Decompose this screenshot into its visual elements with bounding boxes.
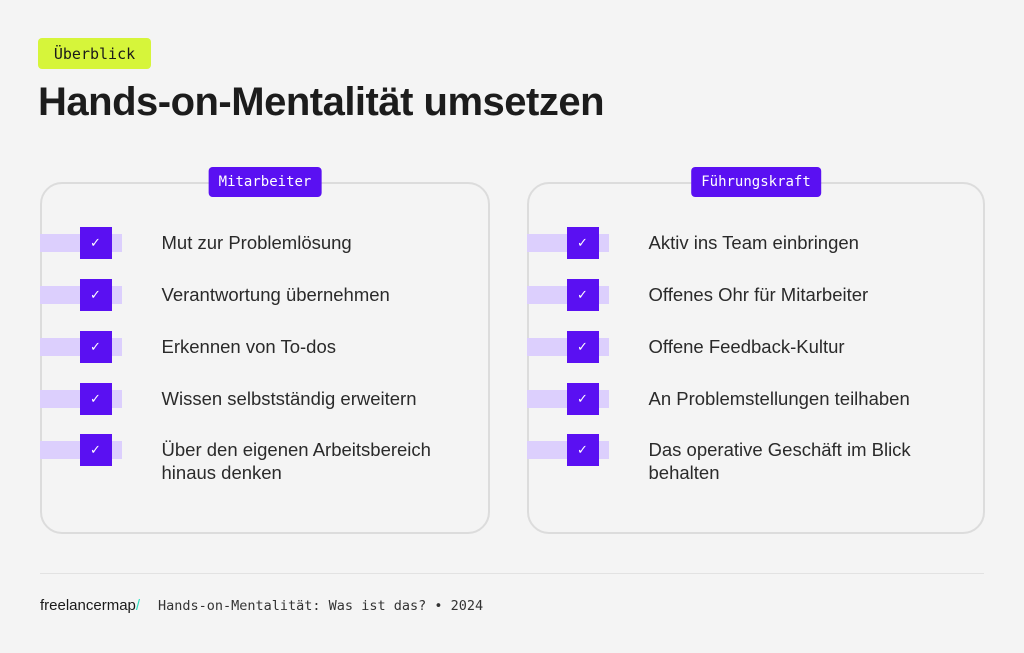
card-mitarbeiter: Mitarbeiter ✓ Mut zur Problemlösung ✓ Ve… bbox=[39, 167, 490, 534]
checkbox-checked-icon: ✓ bbox=[566, 433, 599, 466]
card-label: Mitarbeiter bbox=[208, 167, 322, 197]
page-title: Hands-on-Mentalität umsetzen bbox=[38, 80, 605, 124]
item-text: An Problemstellungen teilhaben bbox=[648, 387, 910, 409]
card-label: Führungskraft bbox=[691, 167, 821, 197]
overview-tag: Überblick bbox=[38, 38, 151, 69]
footer-caption: Hands-on-Mentalität: Was ist das? • 2024 bbox=[158, 598, 484, 614]
item-text: Wissen selbstständig erweitern bbox=[161, 387, 417, 409]
item-text: Erkennen von To-dos bbox=[161, 335, 337, 357]
card-fuehrungskraft: Führungskraft ✓ Aktiv ins Team einbringe… bbox=[526, 167, 985, 534]
logo-text: freelancermap bbox=[40, 597, 136, 614]
item-text: Über den eigenen Arbeitsbereich hinaus d… bbox=[161, 438, 431, 483]
checkbox-checked-icon: ✓ bbox=[79, 330, 112, 363]
item-text: Aktiv ins Team einbringen bbox=[648, 231, 859, 253]
item-text: Verantwortung übernehmen bbox=[161, 283, 390, 305]
checkbox-checked-icon: ✓ bbox=[566, 330, 599, 363]
checkbox-checked-icon: ✓ bbox=[79, 433, 112, 466]
logo-slash: / bbox=[135, 597, 141, 614]
checkbox-checked-icon: ✓ bbox=[566, 226, 599, 259]
item-text: Das operative Geschäft im Blick behalten bbox=[648, 438, 911, 483]
checkbox-checked-icon: ✓ bbox=[79, 226, 112, 259]
item-text: Offene Feedback-Kultur bbox=[648, 335, 845, 357]
checkbox-checked-icon: ✓ bbox=[566, 278, 599, 311]
item-text: Mut zur Problemlösung bbox=[161, 231, 352, 253]
checkbox-checked-icon: ✓ bbox=[566, 382, 599, 415]
checkbox-checked-icon: ✓ bbox=[79, 382, 112, 415]
divider bbox=[40, 573, 984, 574]
freelancermap-logo: freelancermap/ bbox=[40, 597, 140, 614]
checkbox-checked-icon: ✓ bbox=[79, 278, 112, 311]
item-text: Offenes Ohr für Mitarbeiter bbox=[648, 283, 869, 305]
